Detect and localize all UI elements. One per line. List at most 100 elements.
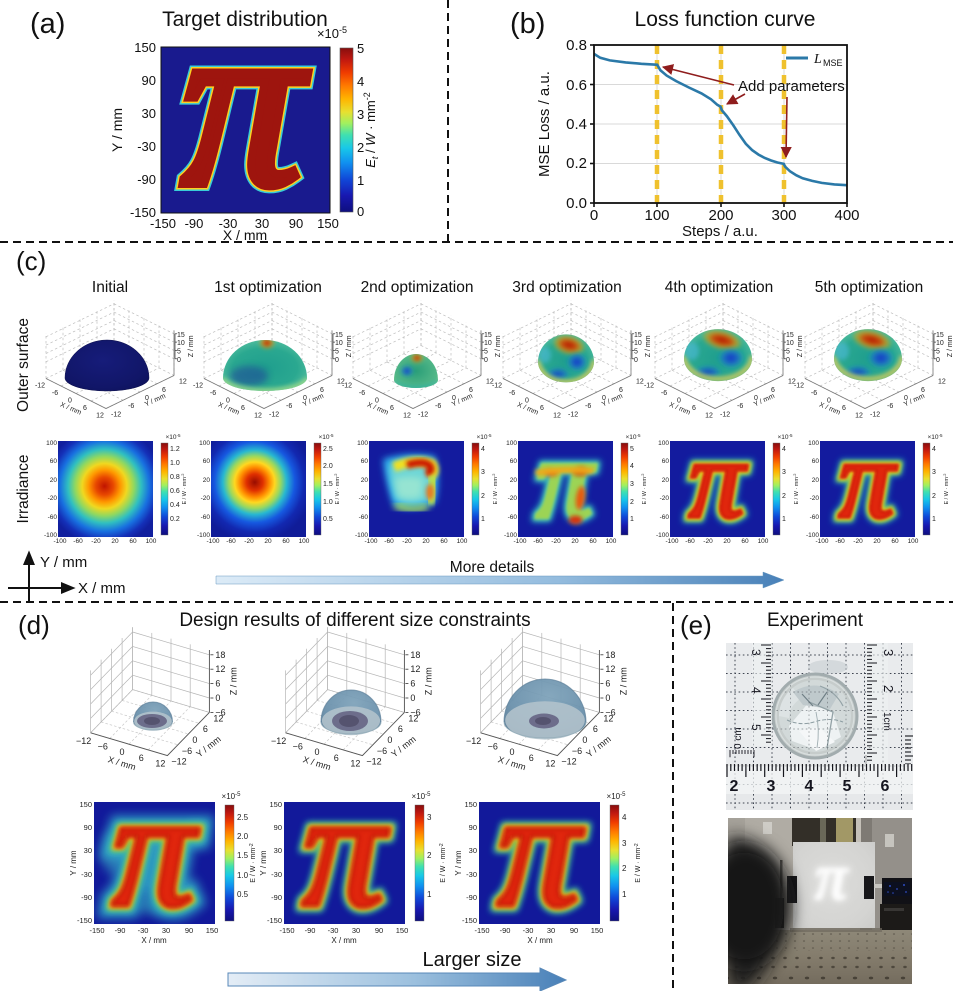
- svg-text:×10-5: ×10-5: [927, 433, 943, 441]
- svg-text:E / W · mm-2: E / W · mm-2: [249, 843, 257, 883]
- svg-text:-20: -20: [244, 538, 254, 545]
- svg-text:3: 3: [357, 107, 364, 122]
- svg-text:20: 20: [203, 477, 211, 484]
- svg-text:60: 60: [361, 458, 369, 465]
- svg-text:0.4: 0.4: [170, 502, 180, 509]
- svg-text:-90: -90: [466, 893, 477, 902]
- svg-text:400: 400: [834, 207, 859, 224]
- svg-text:3: 3: [749, 649, 763, 656]
- svg-text:X / mm: X / mm: [78, 580, 126, 597]
- svg-text:4: 4: [805, 778, 814, 795]
- svg-text:-150: -150: [130, 205, 156, 220]
- svg-text:90: 90: [570, 926, 578, 935]
- svg-text:0.6: 0.6: [566, 77, 587, 94]
- svg-text:-60: -60: [508, 514, 518, 521]
- svg-text:90: 90: [185, 926, 193, 935]
- svg-text:π: π: [497, 757, 584, 941]
- svg-text:2: 2: [782, 493, 786, 500]
- svg-text:π: π: [688, 418, 747, 542]
- svg-text:X / mm: X / mm: [223, 227, 267, 241]
- svg-text:-150: -150: [77, 916, 92, 925]
- svg-text:5th optimization: 5th optimization: [815, 279, 924, 296]
- svg-text:0: 0: [590, 207, 598, 224]
- svg-text:×10-5: ×10-5: [412, 792, 432, 801]
- svg-text:4: 4: [622, 813, 627, 822]
- svg-text:0.5: 0.5: [237, 890, 249, 899]
- svg-text:20: 20: [50, 477, 58, 484]
- svg-text:-20: -20: [359, 495, 369, 502]
- svg-text:5: 5: [843, 778, 852, 795]
- svg-text:20: 20: [723, 538, 731, 545]
- svg-text:-20: -20: [48, 495, 58, 502]
- svg-text:20: 20: [873, 538, 881, 545]
- svg-text:-60: -60: [73, 538, 83, 545]
- svg-text:Y / mm: Y / mm: [40, 554, 87, 571]
- svg-text:150: 150: [591, 926, 604, 935]
- svg-text:-90: -90: [137, 172, 156, 187]
- svg-text:3: 3: [427, 813, 432, 822]
- svg-text:-20: -20: [402, 538, 412, 545]
- svg-text:Outer surface: Outer surface: [15, 318, 32, 412]
- svg-text:π: π: [536, 418, 595, 542]
- svg-text:3: 3: [782, 469, 786, 476]
- svg-text:300: 300: [771, 207, 796, 224]
- svg-text:200: 200: [708, 207, 733, 224]
- svg-text:20: 20: [264, 538, 272, 545]
- svg-text:π: π: [302, 757, 389, 941]
- svg-text:π: π: [838, 418, 897, 542]
- svg-text:2.5: 2.5: [237, 813, 249, 822]
- svg-text:90: 90: [142, 73, 156, 88]
- svg-text:-60: -60: [835, 538, 845, 545]
- svg-text:-100: -100: [197, 532, 210, 539]
- svg-text:×10-5: ×10-5: [476, 433, 492, 441]
- svg-text:150: 150: [396, 926, 409, 935]
- svg-text:100: 100: [758, 538, 769, 545]
- svg-text:1: 1: [427, 890, 432, 899]
- svg-text:MSE: MSE: [823, 58, 843, 68]
- svg-text:-60: -60: [660, 514, 670, 521]
- svg-text:60: 60: [129, 538, 137, 545]
- svg-text:3: 3: [767, 778, 776, 795]
- svg-text:L: L: [813, 52, 822, 67]
- svg-text:2: 2: [357, 140, 364, 155]
- svg-text:2: 2: [630, 499, 634, 506]
- svg-text:2.0: 2.0: [237, 832, 249, 841]
- svg-text:100: 100: [46, 440, 57, 447]
- svg-text:100: 100: [299, 538, 310, 545]
- svg-text:5: 5: [630, 446, 634, 453]
- svg-text:π: π: [497, 757, 584, 941]
- svg-text:4: 4: [630, 463, 634, 470]
- svg-text:60: 60: [741, 538, 749, 545]
- svg-text:20: 20: [422, 538, 430, 545]
- svg-text:4: 4: [481, 446, 485, 453]
- svg-text:1.0: 1.0: [323, 499, 333, 506]
- svg-text:×10-5: ×10-5: [165, 433, 181, 441]
- svg-text:-100: -100: [355, 532, 368, 539]
- svg-text:0.6: 0.6: [170, 488, 180, 495]
- svg-text:π: π: [302, 757, 389, 941]
- svg-text:-100: -100: [504, 532, 517, 539]
- svg-text:-100: -100: [815, 538, 828, 545]
- svg-text:1: 1: [782, 516, 786, 523]
- svg-text:-150: -150: [462, 916, 477, 925]
- svg-text:π: π: [815, 842, 850, 914]
- svg-text:1cm: 1cm: [881, 712, 892, 731]
- svg-text:3: 3: [622, 839, 627, 848]
- svg-text:Y / mm: Y / mm: [259, 850, 268, 876]
- svg-text:-90: -90: [81, 893, 92, 902]
- svg-text:2: 2: [881, 685, 896, 692]
- svg-text:30: 30: [352, 926, 360, 935]
- svg-text:-60: -60: [685, 538, 695, 545]
- svg-text:Steps / a.u.: Steps / a.u.: [682, 223, 758, 240]
- svg-text:60: 60: [440, 538, 448, 545]
- svg-text:-20: -20: [853, 538, 863, 545]
- svg-text:100: 100: [357, 440, 368, 447]
- svg-text:E / W · mm-2: E / W · mm-2: [634, 843, 642, 883]
- svg-text:-60: -60: [359, 514, 369, 521]
- svg-text:150: 150: [317, 216, 339, 231]
- svg-text:×10-5: ×10-5: [317, 25, 347, 41]
- svg-text:0.8: 0.8: [170, 474, 180, 481]
- svg-text:E / W · mm-2: E / W · mm-2: [439, 843, 447, 883]
- svg-text:20: 20: [812, 477, 820, 484]
- svg-text:×10-5: ×10-5: [777, 433, 793, 441]
